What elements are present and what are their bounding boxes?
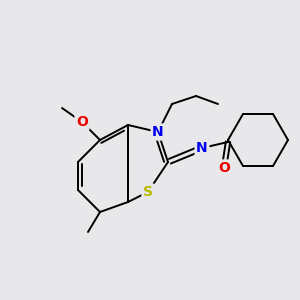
Text: O: O: [76, 115, 88, 129]
Text: N: N: [196, 141, 208, 155]
Text: S: S: [143, 185, 153, 199]
Text: N: N: [152, 125, 164, 139]
Text: O: O: [218, 161, 230, 175]
